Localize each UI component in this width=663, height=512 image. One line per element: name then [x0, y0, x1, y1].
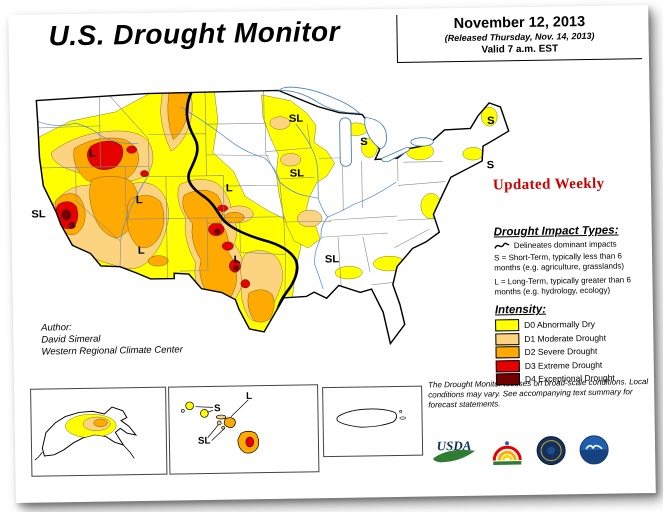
impact-long-term: L = Long-Term, typically greater than 6 … [494, 275, 631, 297]
state-borders [37, 90, 446, 298]
page-title: U.S. Drought Monitor [48, 15, 341, 52]
island-lanai [216, 420, 222, 426]
d4-swatch [495, 373, 521, 386]
hawaii-label-s: S [214, 403, 221, 414]
legend-row-d1: D1 Moderate Drought [495, 331, 649, 346]
d1-swatch [495, 332, 520, 346]
legend-column: Updated Weekly Drought Impact Types: Del… [493, 175, 650, 387]
d4-label: D4 Exceptional Drought [524, 372, 615, 385]
island-niihau [181, 408, 185, 413]
great-lakes [278, 86, 434, 167]
intensity-heading: Intensity: [494, 304, 547, 317]
d3-label: D3 Extreme Drought [524, 359, 603, 371]
island-culebra [399, 410, 403, 413]
puertorico-map [336, 408, 406, 428]
alaska-map [34, 406, 138, 461]
d0-swatch [495, 319, 520, 332]
impact-label: L [234, 254, 241, 266]
author-block: Author: David Simeral Western Regional C… [41, 320, 183, 358]
drought-mitigation-center-logo [492, 441, 522, 465]
author-org: Western Regional Climate Center [41, 344, 183, 358]
impact-label: SL [289, 113, 304, 125]
island-kauai [185, 401, 194, 411]
usda-logo-icon: USDA [433, 438, 476, 463]
impact-label: L [136, 194, 143, 206]
legend-row-d2: D2 Severe Drought [495, 344, 649, 359]
legend-row-d4: D4 Exceptional Drought [495, 371, 650, 386]
impact-label: SL [290, 168, 305, 180]
intensity-legend: Intensity: D0 Abnormally Dry D1 Moderate… [494, 302, 650, 386]
impact-short-term: S = Short-Term, typically less than 6 mo… [494, 251, 625, 273]
drought-monitor-sheet: U.S. Drought Monitor November 12, 2013 (… [8, 5, 656, 503]
alaska-chains [34, 444, 135, 461]
island-molokai [215, 414, 227, 420]
island-vieques [399, 416, 406, 420]
island-oahu [200, 409, 209, 418]
conus-drought-map: SL SL SL SL L L L L L S S S [31, 86, 510, 346]
impact-types-heading: Drought Impact Types: [493, 224, 619, 239]
impact-label: S [487, 115, 495, 127]
label-leader-lines [195, 399, 249, 441]
hawaii-label-l: L [246, 391, 252, 402]
impact-label: SL [31, 209, 46, 221]
impact-label: L [226, 183, 233, 195]
hawaii-map: L S SL [181, 391, 260, 454]
commerce-seal-icon [536, 436, 566, 466]
impact-label: L [89, 148, 96, 160]
impact-label: SL [325, 254, 340, 266]
legend-row-d0: D0 Abnormally Dry [495, 317, 649, 332]
impact-label: L [138, 245, 145, 257]
updated-weekly-note: Updated Weekly [492, 175, 605, 194]
puertorico-outline [336, 408, 398, 428]
usda-logo-text: USDA [437, 438, 472, 454]
noaa-seal-icon [579, 435, 609, 465]
legend-row-d3: D3 Extreme Drought [495, 358, 650, 373]
puertorico-inset [322, 385, 424, 458]
d0-label: D0 Abnormally Dry [524, 319, 596, 331]
impact-line-icon [494, 242, 510, 249]
alaska-inset [30, 386, 168, 477]
usda-logo: USDA [429, 435, 480, 470]
island-maui [223, 417, 236, 428]
hawaii-label-sl: SL [198, 436, 211, 447]
impact-labels: SL SL SL SL L L L L L S S S [31, 113, 495, 266]
d1-label: D1 Moderate Drought [524, 332, 607, 344]
d3-swatch [495, 359, 520, 373]
impact-label: S [360, 136, 368, 148]
agency-logos: USDA [429, 425, 658, 477]
d2-label: D2 Severe Drought [524, 346, 598, 358]
d4-layer [61, 209, 240, 271]
impact-boundary-line [185, 90, 299, 323]
impact-delineates-row: Delineates dominant impacts [494, 239, 648, 250]
d2-swatch [495, 346, 520, 359]
impact-delineates-label: Delineates dominant impacts [513, 239, 617, 251]
impact-label: S [487, 159, 495, 171]
hawaii-d3-area [245, 436, 255, 448]
rivers [37, 106, 396, 289]
hawaii-inset: L S SL [168, 384, 320, 475]
